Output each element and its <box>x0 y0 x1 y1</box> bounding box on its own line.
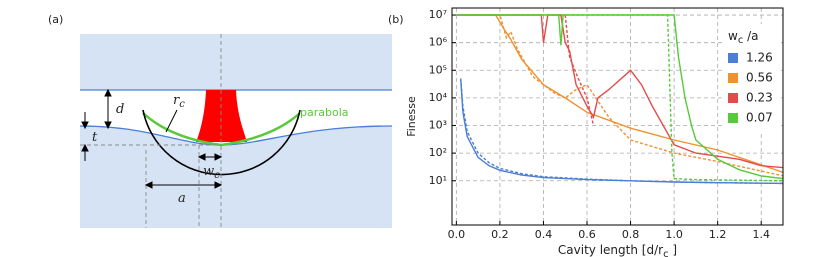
chart: (b) 10¹ 10² 10³ 10⁴ 10⁵ 10⁶ 10⁷ 0.0 0.2 0.4 0.6 0.8 1… <box>388 7 784 257</box>
x-tick-label: 0.4 <box>535 228 553 241</box>
series-line <box>460 78 783 185</box>
label-r-sub: c <box>179 99 185 110</box>
legend-label: 0.23 <box>746 91 773 105</box>
legend-label: 0.07 <box>746 111 773 125</box>
mode-field <box>196 90 247 142</box>
x-axis-label: Cavity length [d/rc ] <box>558 243 677 257</box>
label-w: wc <box>203 164 220 181</box>
series-line-dashed <box>460 78 783 185</box>
x-tick-label: 1.0 <box>665 228 683 241</box>
y-tick-label: 10⁷ <box>429 8 447 21</box>
sphere-arc <box>142 109 301 176</box>
series-line-dashed <box>564 14 595 126</box>
x-tick-label: 1.4 <box>752 228 770 241</box>
y-tick-label: 10⁴ <box>429 91 448 104</box>
diagram: (a) <box>48 13 393 228</box>
y-tick-label: 10⁵ <box>429 63 447 76</box>
x-axis-label-end: ] <box>669 243 678 257</box>
x-tick-label: 0.8 <box>622 228 640 241</box>
label-d-main: d <box>116 102 124 117</box>
label-w-sub: c <box>214 170 220 181</box>
y-tick-label: 10³ <box>429 119 447 132</box>
series-line <box>456 14 783 174</box>
legend-title: wc /a <box>728 29 759 47</box>
legend-swatch <box>728 53 738 63</box>
panel-label: (b) <box>388 13 404 26</box>
legend-swatch <box>728 93 738 103</box>
label-t-main: t <box>92 130 98 145</box>
arrows <box>81 88 223 189</box>
x-tick-label: 0.6 <box>578 228 596 241</box>
label-parabola-main: parabola <box>300 106 349 119</box>
legend-swatch <box>728 113 738 123</box>
legend-label: 0.56 <box>746 71 773 85</box>
panel-label: (a) <box>48 13 63 26</box>
lower-mirror <box>80 126 392 228</box>
label-d: d <box>116 102 124 117</box>
y-axis-label: Finesse <box>405 96 418 137</box>
series-line <box>456 14 783 180</box>
upper-mirror <box>80 34 392 90</box>
legend-title-end: /a <box>743 29 758 43</box>
legend-title-main: w <box>728 29 738 43</box>
series-line-dashed <box>456 14 783 177</box>
legend-label: 1.26 <box>746 51 773 65</box>
label-t: t <box>92 130 98 145</box>
x-axis-label-main: Cavity length [d/r <box>558 243 663 257</box>
x-tick-label: 0.2 <box>491 228 509 241</box>
plot-frame <box>451 7 784 226</box>
label-parabola: parabola <box>300 106 349 119</box>
parabola-curve <box>142 112 301 147</box>
label-a: a <box>178 191 186 206</box>
label-r-main: r <box>173 93 180 108</box>
y-tick-label: 10⁶ <box>429 36 448 49</box>
x-tick-label: 0.0 <box>448 228 466 241</box>
guides <box>80 34 222 228</box>
y-tick-label: 10¹ <box>429 174 447 187</box>
y-tick-label: 10² <box>429 146 447 159</box>
x-axis-label-sub: c <box>663 249 669 257</box>
label-r: rc <box>173 93 185 110</box>
legend-swatch <box>728 73 738 83</box>
x-tick-label: 1.2 <box>709 228 727 241</box>
label-a-main: a <box>178 191 186 206</box>
label-w-main: w <box>203 164 214 179</box>
legend-title-sub: c <box>738 35 744 46</box>
